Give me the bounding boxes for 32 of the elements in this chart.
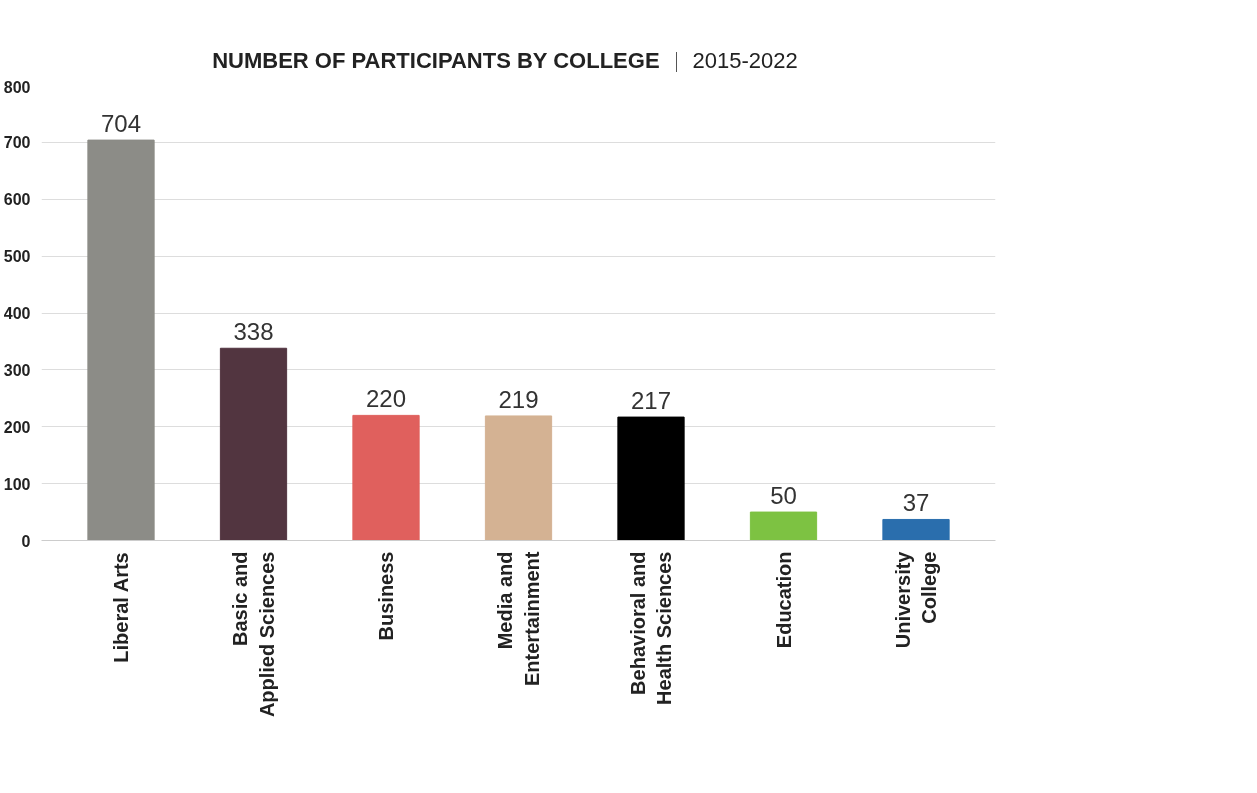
data-label: 704: [100, 110, 142, 138]
x-tick-label: University College: [891, 550, 941, 649]
bar: [617, 416, 685, 541]
data-label: 338: [233, 318, 274, 346]
bar: [352, 414, 420, 541]
bar: [87, 139, 155, 541]
y-tick-label: 400: [3, 305, 31, 322]
data-label: 220: [365, 385, 407, 413]
data-label: 217: [630, 387, 672, 415]
y-tick-label: 600: [3, 191, 31, 209]
bar: [219, 347, 288, 541]
x-tick-label: Behavioral and Health Sciences: [626, 551, 676, 705]
bar: [484, 415, 553, 541]
data-label: 50: [770, 482, 797, 510]
y-tick-label: 100: [3, 475, 31, 493]
y-tick-label: 300: [3, 361, 31, 379]
chart-title: NUMBER OF PARTICIPANTS BY COLLEGE: [212, 48, 660, 73]
data-label: 219: [498, 385, 539, 413]
x-tick-label: Basic and Applied Sciences: [229, 551, 278, 718]
x-tick-label: Media and Entertainment: [494, 551, 543, 686]
bar: [749, 511, 818, 541]
y-tick-label: 800: [3, 78, 31, 96]
x-tick-label: Business: [375, 551, 397, 641]
y-tick-label: 500: [3, 248, 31, 266]
x-tick-label: Liberal Arts: [110, 552, 132, 663]
y-tick-label: 200: [3, 418, 31, 436]
bar: [882, 518, 950, 541]
chart-subtitle: 2015-2022: [692, 48, 798, 73]
data-label: 37: [902, 489, 930, 517]
y-tick-label: 700: [3, 134, 31, 152]
x-tick-label: Education: [772, 551, 795, 649]
y-tick-label: 0: [21, 532, 31, 550]
